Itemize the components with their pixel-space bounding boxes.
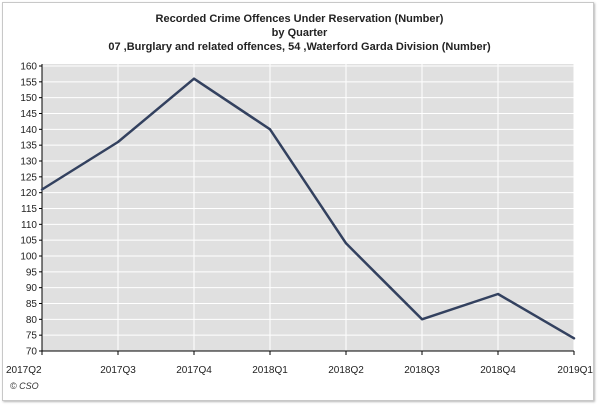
cso-credit: © CSO: [10, 381, 39, 391]
x-tick-label: 2018Q1: [252, 365, 288, 376]
y-tick-label: 110: [21, 220, 37, 231]
chart-subtitle-2: 07 ,Burglary and related offences, 54 ,W…: [108, 41, 491, 53]
y-tick-label: 80: [26, 315, 38, 326]
y-tick-label: 100: [20, 252, 37, 263]
y-tick-label: 130: [20, 157, 37, 168]
x-tick-label: 2017Q3: [100, 365, 136, 376]
y-tick-label: 95: [26, 267, 38, 278]
x-tick-label: 2017Q4: [176, 365, 212, 376]
y-tick-label: 145: [20, 109, 37, 120]
y-tick-label: 140: [20, 125, 37, 136]
y-tick-label: 135: [20, 141, 37, 152]
y-tick-label: 115: [21, 204, 37, 215]
x-tick-label: 2018Q3: [404, 365, 440, 376]
y-tick-label: 125: [20, 172, 37, 183]
y-tick-label: 150: [20, 93, 37, 104]
x-tick-label: 2017Q2: [6, 365, 42, 376]
chart-title: Recorded Crime Offences Under Reservatio…: [155, 13, 444, 25]
y-tick-label: 90: [26, 283, 38, 294]
y-tick-label: 160: [20, 62, 37, 73]
y-tick-label: 105: [20, 236, 37, 247]
series-line: [40, 77, 576, 340]
chart-subtitle-1: by Quarter: [271, 27, 328, 39]
y-tick-label: 85: [26, 299, 38, 310]
chart-titles: Recorded Crime Offences Under Reservatio…: [0, 12, 599, 54]
x-tick-label: 2018Q2: [328, 365, 364, 376]
x-tick-label: 2018Q4: [480, 365, 516, 376]
y-tick-label: 155: [20, 77, 37, 88]
plot-area: [42, 64, 574, 351]
y-tick-label: 75: [26, 331, 38, 342]
y-tick-label: 70: [26, 347, 38, 358]
x-tick-label: 2019Q1: [557, 365, 593, 376]
y-tick-label: 120: [20, 188, 37, 199]
